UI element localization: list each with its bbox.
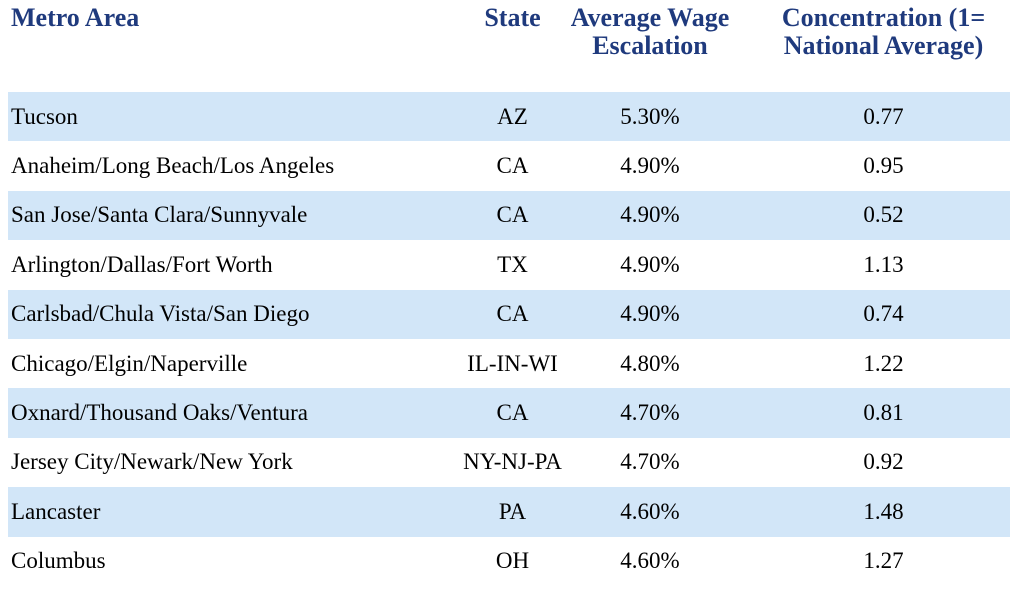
table-row: Oxnard/Thousand Oaks/Ventura CA 4.70% 0.81 bbox=[8, 388, 1010, 438]
table-body: Tucson AZ 5.30% 0.77 Anaheim/Long Beach/Los … bbox=[8, 92, 1010, 586]
cell-wage-escalation: 5.30% bbox=[565, 92, 735, 142]
cell-metro-area: Columbus bbox=[11, 548, 106, 574]
cell-metro-area: San Jose/Santa Clara/Sunnyvale bbox=[8, 190, 460, 241]
cell-concentration: 0.74 bbox=[735, 289, 1010, 339]
cell-wage-escalation: 4.80% bbox=[620, 350, 680, 376]
cell-state: CA bbox=[460, 289, 565, 339]
cell-state: PA bbox=[460, 487, 565, 537]
cell-metro-area: Lancaster bbox=[8, 487, 460, 537]
cell-wage-escalation: 4.90% bbox=[620, 251, 680, 277]
wage-escalation-table: Metro Area State Average Wage Escalation… bbox=[8, 0, 1010, 586]
cell-concentration: 0.52 bbox=[735, 190, 1010, 241]
table-row: Jersey City/Newark/New York NY-NJ-PA 4.70%… bbox=[8, 438, 1010, 487]
column-header-concentration: Concentration (1= National Average) bbox=[781, 3, 986, 60]
column-header-average-wage-escalation: Average Wage Escalation bbox=[570, 3, 730, 60]
cell-state: OH bbox=[495, 548, 530, 574]
column-header-metro-area: Metro Area bbox=[11, 3, 140, 32]
cell-concentration: 0.77 bbox=[735, 92, 1010, 142]
table-row: Anaheim/Long Beach/Los Angeles CA 4.90% 0.9… bbox=[8, 141, 1010, 190]
cell-wage-escalation: 4.70% bbox=[565, 388, 735, 438]
header-row: Metro Area State Average Wage Escalation… bbox=[8, 0, 1010, 92]
cell-wage-escalation: 4.60% bbox=[565, 487, 735, 537]
cell-state: AZ bbox=[460, 92, 565, 142]
cell-state: TX bbox=[497, 251, 528, 277]
cell-concentration: 1.22 bbox=[863, 350, 904, 376]
cell-concentration: 1.27 bbox=[863, 548, 904, 574]
cell-metro-area: Tucson bbox=[8, 92, 460, 142]
cell-metro-area: Arlington/Dallas/Fort Worth bbox=[11, 251, 273, 277]
column-header-state: State bbox=[484, 3, 541, 32]
cell-wage-escalation: 4.90% bbox=[565, 289, 735, 339]
cell-metro-area: Chicago/Elgin/Naperville bbox=[11, 350, 248, 376]
cell-metro-area: Carlsbad/Chula Vista/San Diego bbox=[8, 289, 460, 339]
cell-state: IL-IN-WI bbox=[467, 350, 558, 376]
table-row: San Jose/Santa Clara/Sunnyvale CA 4.90% 0.5… bbox=[8, 190, 1010, 241]
cell-concentration: 0.95 bbox=[863, 153, 904, 179]
cell-state: NY-NJ-PA bbox=[463, 449, 562, 475]
table-row: Carlsbad/Chula Vista/San Diego CA 4.90% 0.7… bbox=[8, 289, 1010, 339]
table-row: Columbus OH 4.60% 1.27 bbox=[8, 537, 1010, 586]
cell-state: CA bbox=[460, 388, 565, 438]
cell-metro-area: Anaheim/Long Beach/Los Angeles bbox=[11, 153, 335, 179]
cell-wage-escalation: 4.90% bbox=[620, 153, 680, 179]
cell-concentration: 0.92 bbox=[863, 449, 904, 475]
cell-state: CA bbox=[496, 153, 529, 179]
table-row: Lancaster PA 4.60% 1.48 bbox=[8, 487, 1010, 537]
table-row: Chicago/Elgin/Naperville IL-IN-WI 4.80% 1.2… bbox=[8, 339, 1010, 388]
table-row: Arlington/Dallas/Fort Worth TX 4.90% 1.13 bbox=[8, 240, 1010, 289]
cell-wage-escalation: 4.60% bbox=[620, 548, 680, 574]
cell-state: CA bbox=[460, 190, 565, 241]
cell-metro-area: Oxnard/Thousand Oaks/Ventura bbox=[8, 388, 460, 438]
cell-wage-escalation: 4.70% bbox=[620, 449, 680, 475]
cell-concentration: 1.48 bbox=[735, 487, 1010, 537]
cell-metro-area: Jersey City/Newark/New York bbox=[11, 449, 293, 475]
cell-concentration: 1.13 bbox=[863, 251, 904, 277]
table-row: Tucson AZ 5.30% 0.77 bbox=[8, 92, 1010, 142]
cell-wage-escalation: 4.90% bbox=[565, 190, 735, 241]
cell-concentration: 0.81 bbox=[735, 388, 1010, 438]
